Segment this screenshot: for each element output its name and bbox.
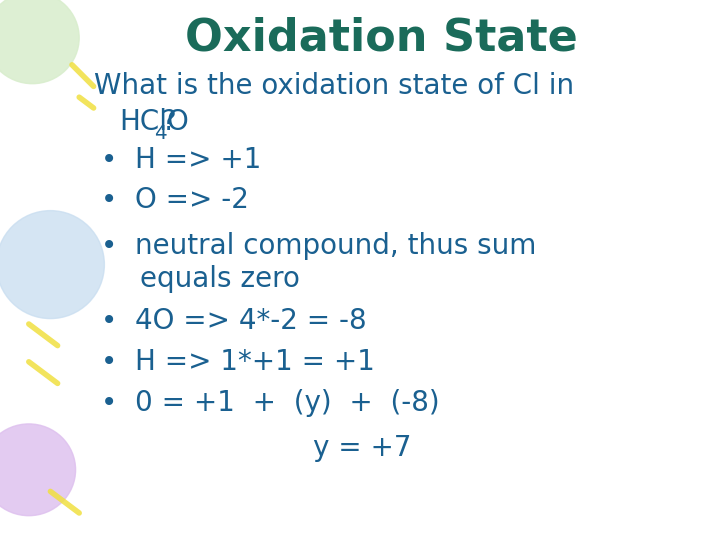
Text: •  0 = +1  +  (y)  +  (-8): • 0 = +1 + (y) + (-8)	[101, 389, 439, 417]
Text: •  4O => 4*-2 = -8: • 4O => 4*-2 = -8	[101, 307, 366, 335]
Ellipse shape	[0, 0, 79, 84]
Text: •  H => 1*+1 = +1: • H => 1*+1 = +1	[101, 348, 374, 376]
Text: equals zero: equals zero	[140, 265, 300, 293]
Text: •  O => -2: • O => -2	[101, 186, 248, 214]
Ellipse shape	[0, 211, 104, 319]
Text: •  H => +1: • H => +1	[101, 146, 261, 174]
Ellipse shape	[0, 424, 76, 516]
Text: Oxidation State: Oxidation State	[185, 16, 578, 59]
Text: y = +7: y = +7	[313, 434, 412, 462]
Text: 4: 4	[155, 124, 167, 143]
Text: ?: ?	[161, 107, 176, 136]
Text: What is the oxidation state of Cl in: What is the oxidation state of Cl in	[94, 72, 574, 100]
Text: HClO: HClO	[119, 107, 189, 136]
Text: •  neutral compound, thus sum: • neutral compound, thus sum	[101, 232, 536, 260]
